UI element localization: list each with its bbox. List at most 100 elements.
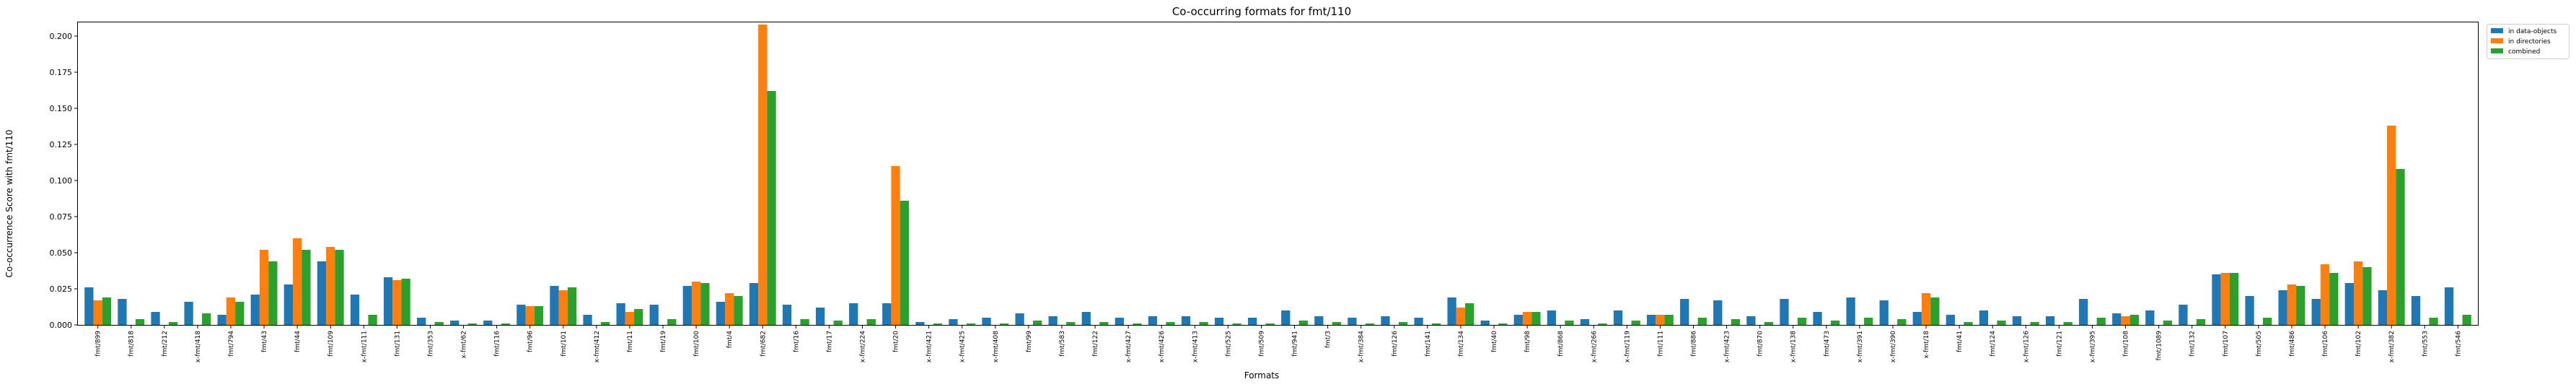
- x-tick-label: x-fmt/138: [1790, 331, 1798, 363]
- bar-in-directories: [1456, 308, 1466, 325]
- bar-combined: [2129, 315, 2139, 325]
- bar-combined: [1598, 323, 1607, 325]
- bar-in-data-objects: [1214, 318, 1224, 325]
- bar-combined: [833, 321, 843, 325]
- bar-in-data-objects: [2278, 290, 2287, 325]
- legend-swatch: [2491, 28, 2503, 33]
- x-tick-label: fmt/100: [693, 331, 700, 357]
- x-tick-label: x-fmt/18: [1923, 331, 1930, 359]
- bar-in-directories: [2287, 284, 2297, 325]
- x-tick-label: fmt/868: [1557, 331, 1565, 357]
- bar-in-data-objects: [682, 286, 692, 325]
- bar-in-directories: [525, 306, 535, 325]
- x-tick-label: fmt/111: [1657, 331, 1664, 357]
- x-tick-label: x-fmt/390: [1890, 331, 1897, 363]
- bar-in-data-objects: [84, 287, 94, 325]
- bar-combined: [1830, 321, 1840, 325]
- bar-combined: [1066, 322, 1076, 325]
- bar-in-data-objects: [1646, 315, 1656, 325]
- bar-in-data-objects: [915, 322, 925, 325]
- bar-in-data-objects: [1447, 297, 1456, 325]
- bar-in-data-objects: [483, 321, 493, 325]
- x-tick-label: fmt/794: [228, 331, 235, 357]
- bar-in-data-objects: [516, 305, 526, 325]
- bar-combined: [567, 287, 577, 325]
- bar-combined: [1697, 318, 1707, 325]
- bar-combined: [667, 319, 677, 325]
- bar-combined: [1465, 303, 1474, 325]
- bar-combined: [302, 250, 311, 325]
- bar-combined: [1498, 323, 1508, 325]
- x-tick-label: fmt/16: [793, 331, 800, 352]
- bar-in-data-objects: [417, 318, 426, 325]
- x-tick-label: x-fmt/423: [1724, 331, 1731, 362]
- x-tick-label: fmt/886: [1691, 331, 1698, 357]
- x-tick-label: x-fmt/427: [1125, 331, 1133, 362]
- bar-in-data-objects: [1879, 300, 1889, 325]
- x-tick-label: x-fmt/62: [461, 331, 468, 359]
- bar-in-data-objects: [1580, 319, 1590, 325]
- x-tick-label: fmt/11: [627, 331, 634, 352]
- y-tick-label: 0.050: [50, 248, 73, 258]
- bar-in-data-objects: [1381, 316, 1390, 325]
- x-tick-label: x-fmt/421: [926, 331, 933, 362]
- bar-in-data-objects: [1115, 318, 1124, 325]
- bars-group: [84, 25, 2471, 325]
- bar-combined: [268, 261, 278, 325]
- bar-in-data-objects: [550, 286, 559, 325]
- bar-combined: [1797, 318, 1807, 325]
- bar-in-directories: [2387, 126, 2396, 325]
- bar-in-data-objects: [1513, 315, 1523, 325]
- bar-in-data-objects: [583, 315, 592, 325]
- bar-in-data-objects: [716, 302, 726, 325]
- bar-combined: [1398, 322, 1408, 325]
- bar-in-data-objects: [1480, 321, 1490, 325]
- bar-in-directories: [259, 250, 269, 325]
- x-tick-label: fmt/1089: [2156, 331, 2163, 361]
- x-tick-label: x-fmt/126: [2023, 331, 2030, 363]
- x-tick-label: x-fmt/412: [594, 331, 601, 362]
- bar-in-data-objects: [151, 312, 160, 325]
- bar-combined: [2396, 169, 2405, 325]
- bar-combined: [1664, 315, 1674, 325]
- y-tick-label: 0.000: [50, 321, 73, 330]
- bar-in-data-objects: [2179, 305, 2188, 325]
- x-tick-label: fmt/525: [1225, 331, 1232, 357]
- bar-combined: [1199, 322, 1208, 325]
- x-tick-label: fmt/486: [2289, 331, 2296, 357]
- x-tick-label: fmt/107: [2223, 331, 2230, 357]
- bar-in-data-objects: [782, 305, 792, 325]
- bar-combined: [202, 313, 211, 325]
- y-axis-label-group: Co-occurrence Score with fmt/110: [4, 129, 14, 277]
- bar-in-data-objects: [2311, 299, 2321, 325]
- x-tick-label: fmt/124: [1990, 331, 1997, 357]
- bar-combined: [1964, 322, 1973, 325]
- legend-label: in directories: [2508, 38, 2551, 45]
- bar-in-data-objects: [649, 305, 659, 325]
- bar-in-data-objects: [749, 283, 759, 325]
- x-tick-label: x-fmt/266: [1591, 331, 1598, 363]
- y-axis-label: Co-occurrence Score with fmt/110: [4, 129, 14, 277]
- bar-combined: [368, 315, 377, 325]
- bar-in-data-objects: [849, 303, 858, 325]
- x-tick-label: fmt/870: [1757, 331, 1764, 357]
- bar-in-directories: [2320, 264, 2330, 325]
- bar-combined: [335, 250, 344, 325]
- bar-combined: [2096, 318, 2106, 325]
- bar-in-data-objects: [1048, 316, 1058, 325]
- bar-in-data-objects: [2045, 316, 2055, 325]
- x-tick-label: fmt/101: [561, 331, 568, 357]
- bar-combined: [767, 91, 776, 325]
- bar-in-data-objects: [2012, 316, 2022, 325]
- x-tick-label: fmt/899: [95, 331, 102, 357]
- y-tick-label: 0.150: [50, 104, 73, 113]
- bar-in-data-objects: [1912, 312, 1922, 325]
- x-tick-label: x-fmt/382: [2388, 331, 2396, 362]
- bar-in-data-objects: [1081, 312, 1091, 325]
- bar-in-data-objects: [1181, 316, 1191, 325]
- bar-combined: [601, 322, 610, 325]
- bar-in-data-objects: [2344, 283, 2354, 325]
- bar-combined: [2229, 273, 2239, 325]
- bar-in-data-objects: [1946, 315, 1955, 325]
- x-tick-label: fmt/546: [2455, 331, 2462, 357]
